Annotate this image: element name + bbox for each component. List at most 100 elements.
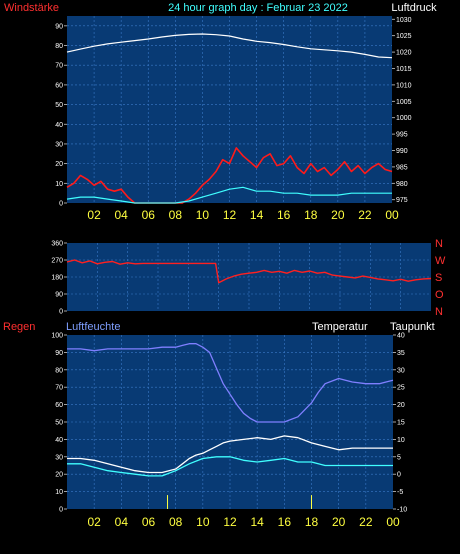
chart-title: 24 hour graph day : Februar 23 2022 [168,2,348,14]
tick-label: 70 [55,385,63,392]
tick-label: 20 [397,402,405,409]
tick-label: 20 [55,472,63,479]
tick-label: 0 [397,472,401,479]
tick-label: 1005 [396,99,412,106]
temperature-line [67,435,393,474]
tick-label: 80 [55,367,63,374]
compass-label: N [435,306,443,318]
wind-speed-line [66,186,392,204]
temperature-grid [67,335,393,509]
tick-label: 1010 [396,82,412,89]
hour-label: 10 [196,208,210,222]
tick-label: 80 [55,43,63,50]
tick-label: 1030 [396,17,412,24]
direction-grid [67,243,431,311]
tick-label: 10 [55,181,63,188]
direction-series [66,259,432,284]
pressure-axis-label: Luftdruck [391,2,437,14]
hour-label: 18 [304,208,318,222]
tick-label: 40 [55,122,63,129]
tick-label: 60 [55,402,63,409]
wind-direction-line [66,259,432,284]
hour-label: 02 [87,515,101,529]
hour-label: 04 [114,208,128,222]
dewpoint-axis-label: Taupunkt [390,321,435,333]
tick-label: -5 [397,489,403,496]
wind-left-ticks: 0 10 20 30 40 50 60 70 80 90 [55,23,67,208]
hour-label: 20 [332,515,346,529]
pressure-line [66,33,393,59]
tick-label: 40 [55,437,63,444]
tick-label: 995 [396,132,408,139]
tick-label: 360 [51,241,63,248]
tick-label: 0 [59,309,63,316]
direction-left-ticks: 0 90 180 270 360 [51,241,67,316]
tick-label: 50 [55,102,63,109]
hour-label: 16 [278,515,292,529]
tick-label: 990 [396,148,408,155]
compass-label: O [435,289,444,301]
hour-label: 22 [359,515,373,529]
tick-label: 30 [397,367,405,374]
tick-label: 35 [397,350,405,357]
tick-label: 1015 [396,66,412,73]
hour-label: 02 [87,208,101,222]
tick-label: -10 [397,507,407,514]
tick-label: 40 [397,333,405,340]
hour-axis-bottom: 02 04 06 08 10 12 14 16 18 20 22 00 [87,515,400,529]
tick-label: 100 [51,333,63,340]
hour-label: 00 [385,208,399,222]
hour-label: 12 [223,208,237,222]
compass-label: W [435,255,446,267]
hour-label: 22 [358,208,372,222]
hour-label: 10 [196,515,210,529]
tick-label: 1020 [396,50,412,57]
hour-label: 16 [277,208,291,222]
tick-label: 25 [397,385,405,392]
tick-label: 90 [55,350,63,357]
hour-label: 12 [223,515,237,529]
tick-label: 15 [397,420,405,427]
hour-label: 20 [331,208,345,222]
hour-label: 06 [142,208,156,222]
wind-axis-label: Windstärke [4,2,59,14]
dewpoint-line [67,456,393,477]
hour-label: 00 [386,515,400,529]
hour-label: 14 [250,515,264,529]
temperature-series [67,343,394,509]
hour-label: 04 [115,515,129,529]
tick-label: 30 [55,454,63,461]
wind-grid [67,16,392,203]
pressure-right-ticks: 975 980 985 990 995 1000 1005 1010 1015 1020 1025 1… [392,17,412,204]
temperature-right-ticks: -10 -5 0 5 10 15 20 25 30 35 40 [393,333,407,514]
tick-label: 10 [55,489,63,496]
humidity-axis-label: Luftfeuchte [66,321,120,333]
tick-label: 985 [396,164,408,171]
tick-label: 270 [51,258,63,265]
hour-label: 08 [169,208,183,222]
hour-label: 18 [305,515,319,529]
compass-label: S [435,272,442,284]
tick-label: 20 [55,161,63,168]
wind-gust-line [66,147,393,204]
tick-label: 30 [55,141,63,148]
tick-label: 90 [55,23,63,30]
hour-label: 14 [250,208,264,222]
hour-label: 06 [142,515,156,529]
tick-label: 70 [55,63,63,70]
tick-label: 60 [55,82,63,89]
hour-label: 08 [169,515,183,529]
tick-label: 5 [397,454,401,461]
tick-label: 1025 [396,33,412,40]
hour-axis-top: 02 04 06 08 10 12 14 16 18 20 22 00 [87,208,399,222]
tick-label: 90 [55,292,63,299]
rain-axis-label: Regen [3,321,35,333]
humidity-line [67,343,394,423]
wind-series [66,33,393,204]
tick-label: 180 [51,275,63,282]
tick-label: 0 [59,201,63,208]
humidity-left-ticks: 0 10 20 30 40 50 60 70 80 90 100 [51,333,67,514]
compass-label: N [435,238,443,250]
